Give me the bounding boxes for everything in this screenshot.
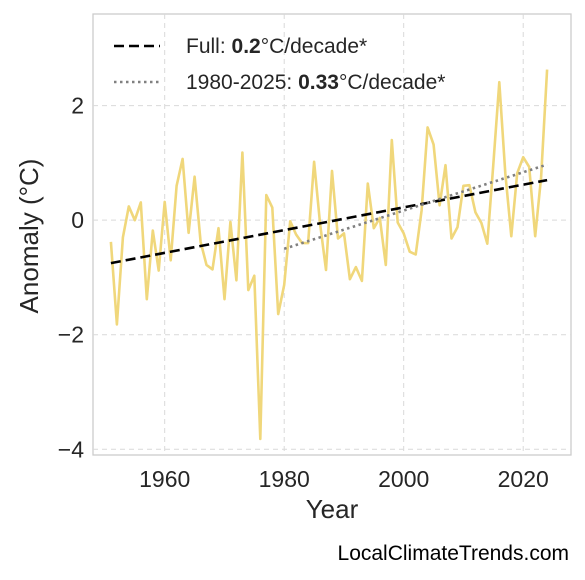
x-tick-label: 1980 bbox=[259, 466, 310, 492]
y-tick-label: 2 bbox=[71, 93, 84, 119]
x-tick-label: 2020 bbox=[498, 466, 549, 492]
x-axis-label: Year bbox=[306, 494, 359, 524]
legend-label-recent: 1980-2025: 0.33°C/decade* bbox=[186, 71, 445, 94]
y-tick-label: 0 bbox=[71, 207, 84, 233]
x-tick-label: 2000 bbox=[378, 466, 429, 492]
series-trend-recent-line bbox=[283, 163, 548, 251]
y-tick-label: −4 bbox=[58, 436, 84, 462]
legend: Full: 0.2°C/decade* 1980-2025: 0.33°C/de… bbox=[114, 35, 445, 94]
site-credit: LocalClimateTrends.com bbox=[338, 542, 569, 565]
series-layer bbox=[109, 69, 549, 441]
x-tick-label: 1960 bbox=[139, 466, 190, 492]
series-anomaly-line bbox=[109, 69, 549, 441]
y-tick-label: −2 bbox=[58, 322, 84, 348]
tick-labels: 1960 1980 2000 2020 −4 −2 0 2 bbox=[58, 93, 549, 492]
y-axis-label: Anomaly (°C) bbox=[14, 159, 44, 314]
legend-label-full: Full: 0.2°C/decade* bbox=[186, 35, 367, 58]
